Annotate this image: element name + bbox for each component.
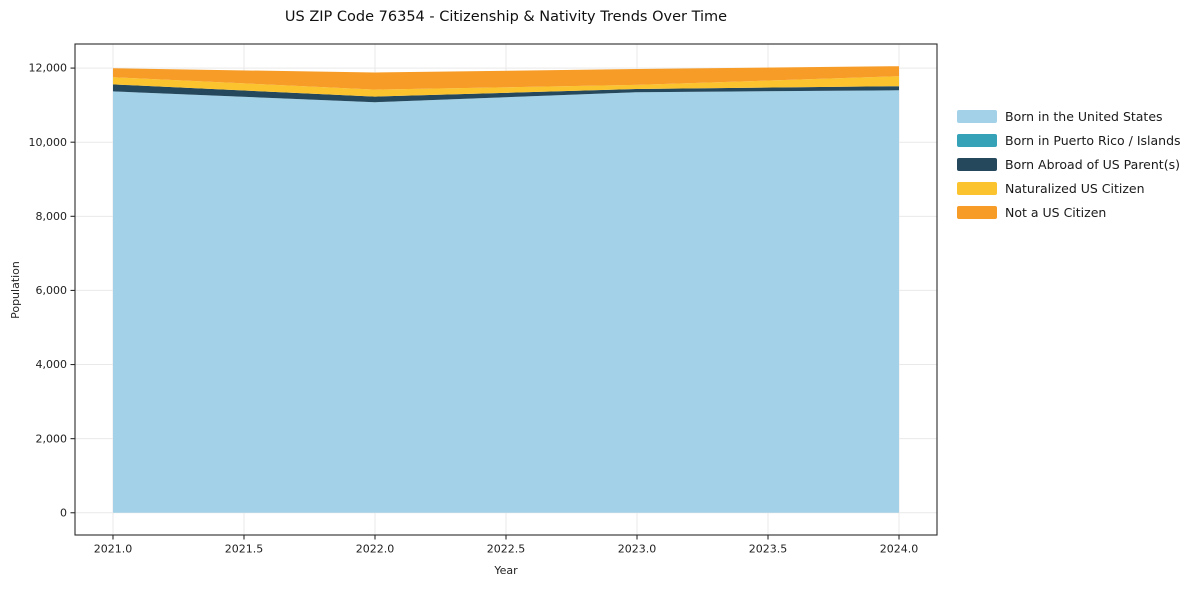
area-not-a-us-citizen xyxy=(113,66,899,90)
legend-swatch-icon xyxy=(957,181,997,195)
legend-label: Born in the United States xyxy=(1005,108,1163,124)
y-tick-label: 0 xyxy=(60,506,67,519)
legend-swatch-icon xyxy=(957,157,997,171)
legend-item-born-abroad-of-us-parent-s: Born Abroad of US Parent(s) xyxy=(957,152,1181,176)
legend-label: Naturalized US Citizen xyxy=(1005,180,1145,196)
area-born-in-the-united-states xyxy=(113,90,899,513)
legend-label: Not a US Citizen xyxy=(1005,204,1107,220)
x-tick-label: 2022.5 xyxy=(487,542,526,555)
y-axis-title: Population xyxy=(9,261,22,319)
legend-swatch-icon xyxy=(957,133,997,147)
chart-title: US ZIP Code 76354 - Citizenship & Nativi… xyxy=(284,9,728,25)
area-born-abroad-of-us-parent-s xyxy=(113,84,899,103)
x-tick-label: 2023.0 xyxy=(618,542,657,555)
x-tick-label: 2022.0 xyxy=(356,542,395,555)
y-tick-label: 10,000 xyxy=(29,136,68,149)
x-tick-label: 2021.5 xyxy=(225,542,264,555)
legend-item-not-a-us-citizen: Not a US Citizen xyxy=(957,200,1181,224)
legend-label: Born in Puerto Rico / Islands xyxy=(1005,132,1181,148)
y-tick-label: 12,000 xyxy=(29,62,68,75)
x-axis-title: Year xyxy=(494,564,518,577)
legend-label: Born Abroad of US Parent(s) xyxy=(1005,156,1180,172)
x-tick-label: 2021.0 xyxy=(94,542,133,555)
legend-item-born-in-puerto-rico-islands: Born in Puerto Rico / Islands xyxy=(957,128,1181,152)
legend: Born in the United States Born in Puerto … xyxy=(957,104,1181,224)
legend-item-born-in-the-united-states: Born in the United States xyxy=(957,104,1181,128)
legend-swatch-icon xyxy=(957,109,997,123)
x-tick-label: 2023.5 xyxy=(749,542,788,555)
y-tick-label: 8,000 xyxy=(36,210,68,223)
legend-item-naturalized-us-citizen: Naturalized US Citizen xyxy=(957,176,1181,200)
y-tick-label: 2,000 xyxy=(36,432,68,445)
y-tick-label: 4,000 xyxy=(36,358,68,371)
area-naturalized-us-citizen xyxy=(113,76,899,97)
legend-swatch-icon xyxy=(957,205,997,219)
x-tick-label: 2024.0 xyxy=(880,542,919,555)
y-tick-label: 6,000 xyxy=(36,284,68,297)
